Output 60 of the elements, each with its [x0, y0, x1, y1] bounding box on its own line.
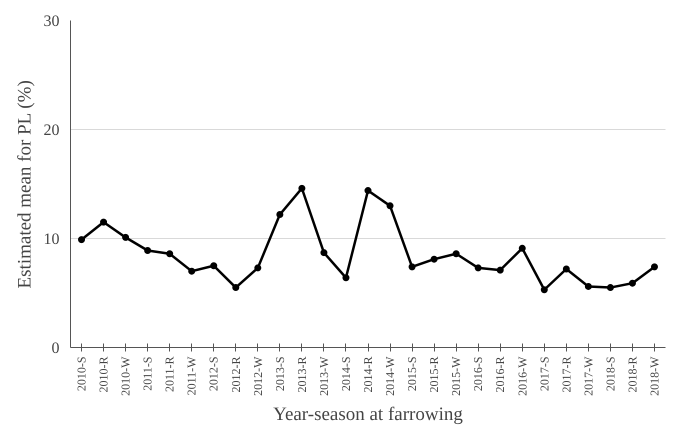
point [188, 268, 196, 275]
x-tick-label: 2014-S [338, 356, 353, 392]
y-tick-label: 30 [44, 13, 60, 30]
point [496, 266, 504, 274]
x-tick-label: 2012-S [206, 356, 221, 392]
y-tick-label: 0 [52, 340, 60, 357]
point [78, 236, 86, 244]
point [562, 266, 570, 273]
point [100, 218, 108, 226]
x-axis-title: Year-season at farrowing [273, 404, 464, 425]
x-tick-label: 2011-R [162, 356, 177, 392]
point [474, 264, 482, 272]
x-tick-label: 2018-S [603, 356, 618, 392]
point [342, 274, 350, 282]
x-tick-label: 2014-W [383, 356, 398, 396]
x-tick-label: 2016-S [471, 356, 486, 392]
point [210, 262, 218, 270]
x-tick-label: 2011-W [184, 356, 199, 396]
x-tick-label: 2012-W [250, 356, 265, 396]
point [628, 280, 636, 287]
x-tick-label: 2017-W [581, 356, 596, 396]
point [166, 250, 174, 258]
x-tick-label: 2018-W [647, 356, 662, 396]
x-tick-label: 2011-S [140, 356, 155, 391]
x-tick-label: 2010-W [118, 356, 133, 396]
x-tick-label: 2015-W [449, 356, 464, 396]
point [408, 263, 416, 270]
x-tick-label: 2014-R [361, 356, 375, 392]
point [320, 249, 328, 256]
x-tick-label: 2010-S [74, 356, 89, 392]
point [430, 256, 438, 263]
point [298, 184, 306, 192]
x-tick-label: 2016-R [493, 356, 508, 392]
point [518, 244, 526, 252]
x-tick-label: 2017-S [537, 356, 552, 392]
point [540, 286, 548, 294]
point [650, 263, 658, 270]
x-tick-label: 2018-R [625, 356, 640, 392]
point [144, 246, 152, 254]
x-tick-label: 2010-R [96, 356, 111, 392]
x-tick-label: 2015-R [427, 356, 442, 392]
point [386, 202, 394, 210]
point [452, 250, 460, 258]
x-tick-label: 2017-R [559, 356, 574, 392]
y-axis-title: Estimated mean for PL (%) [14, 80, 36, 288]
x-tick-label: 2012-R [228, 356, 243, 392]
point [584, 282, 592, 290]
x-tick-label: 2013-R [294, 356, 309, 392]
y-tick-label: 20 [44, 122, 60, 139]
point [122, 234, 130, 241]
x-tick-label: 2016-W [515, 356, 530, 396]
y-tick-label: 10 [44, 231, 60, 248]
point [606, 284, 614, 292]
point [364, 187, 372, 194]
point [232, 284, 240, 292]
x-tick-label: 2013-S [272, 356, 287, 392]
point [276, 211, 284, 218]
x-tick-label: 2013-W [316, 356, 331, 396]
x-tick-label: 2015-S [405, 356, 420, 392]
point [254, 264, 262, 272]
